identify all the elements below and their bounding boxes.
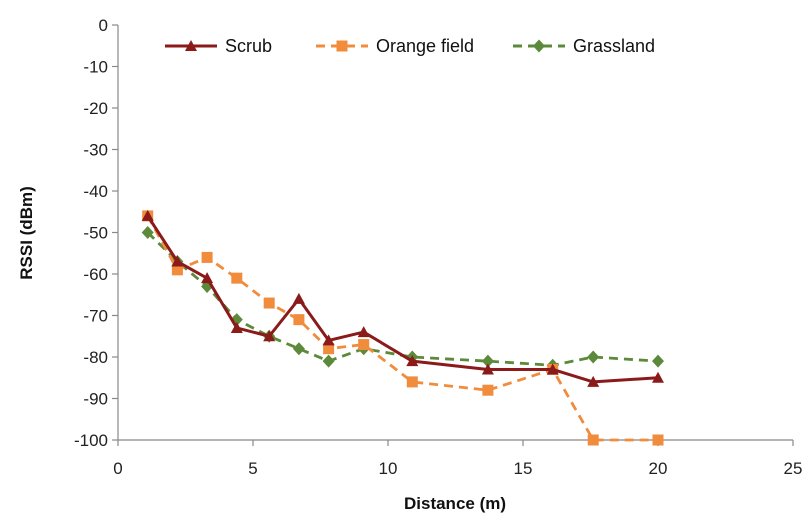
y-tick-label: 0: [99, 16, 108, 35]
data-point-orange-field: [231, 272, 243, 284]
data-point-orange-field: [293, 314, 305, 326]
y-tick-label: -90: [83, 390, 108, 409]
legend-label-orange-field: Orange field: [376, 36, 474, 56]
y-tick-labels: 0 -10 -20 -30 -40 -50 -60 -70 -80 -90 -100: [74, 16, 118, 450]
y-tick-label: -20: [83, 99, 108, 118]
legend-marker-orange-field: [336, 40, 348, 52]
x-tick-label: 15: [514, 459, 533, 478]
data-point-orange-field: [406, 376, 418, 388]
data-point-orange-field: [358, 339, 370, 351]
legend: Scrub Orange field Grassland: [165, 36, 655, 56]
data-point-orange-field: [263, 297, 275, 309]
y-axis-title: RSSI (dBm): [17, 186, 36, 280]
data-point-grassland: [587, 350, 600, 364]
x-axis-title: Distance (m): [404, 494, 506, 513]
data-point-scrub: [292, 292, 305, 304]
data-point-grassland: [322, 354, 335, 368]
data-point-scrub: [201, 272, 214, 284]
y-tick-label: -10: [83, 58, 108, 77]
legend-label-grassland: Grassland: [573, 36, 655, 56]
y-tick-label: -80: [83, 348, 108, 367]
data-point-orange-field: [652, 434, 664, 446]
data-point-orange-field: [201, 251, 213, 263]
legend-marker-grassland: [533, 39, 545, 53]
data-point-orange-field: [587, 434, 599, 446]
data-point-scrub: [357, 326, 370, 338]
x-tick-label: 20: [649, 459, 668, 478]
data-point-scrub: [406, 355, 419, 367]
data-point-scrub: [481, 363, 494, 375]
legend-item-orange-field: Orange field: [316, 36, 474, 56]
data-point-orange-field: [482, 384, 494, 396]
y-tick-label: -50: [83, 224, 108, 243]
data-point-scrub: [171, 255, 184, 267]
data-point-orange-field: [323, 343, 335, 355]
data-point-scrub: [263, 330, 276, 342]
x-tick-label: 5: [248, 459, 257, 478]
axes: [117, 25, 793, 441]
legend-label-scrub: Scrub: [225, 36, 272, 56]
series-line-orange-field: [146, 215, 658, 442]
x-tick-label: 0: [113, 459, 122, 478]
x-tick-label: 10: [379, 459, 398, 478]
legend-marker-scrub: [185, 40, 197, 51]
data-point-scrub: [322, 334, 335, 346]
legend-item-scrub: Scrub: [165, 36, 272, 56]
data-point-scrub: [230, 321, 243, 333]
data-point-scrub: [652, 371, 664, 383]
series-orange-field: [142, 210, 664, 446]
x-tick-label: 25: [784, 459, 803, 478]
data-point-scrub: [587, 375, 600, 387]
x-tick-labels: 0 5 10 15 20 25: [113, 440, 802, 478]
series-line-grassland: [146, 231, 659, 367]
data-point-grassland: [141, 226, 154, 239]
data-point-grassland: [481, 354, 494, 368]
y-tick-label: -60: [83, 265, 108, 284]
y-tick-label: -70: [83, 307, 108, 326]
data-point-grassland: [292, 342, 305, 356]
series-line-scrub: [146, 215, 659, 384]
y-tick-label: -40: [83, 182, 108, 201]
series-layer: [141, 209, 664, 446]
y-tick-label: -100: [74, 431, 108, 450]
data-point-scrub: [546, 363, 559, 375]
data-point-grassland: [652, 354, 664, 368]
data-point-orange-field: [171, 264, 183, 276]
legend-item-grassland: Grassland: [513, 36, 655, 56]
data-point-scrub: [141, 209, 154, 221]
y-tick-label: -30: [83, 141, 108, 160]
series-scrub: [141, 209, 664, 387]
